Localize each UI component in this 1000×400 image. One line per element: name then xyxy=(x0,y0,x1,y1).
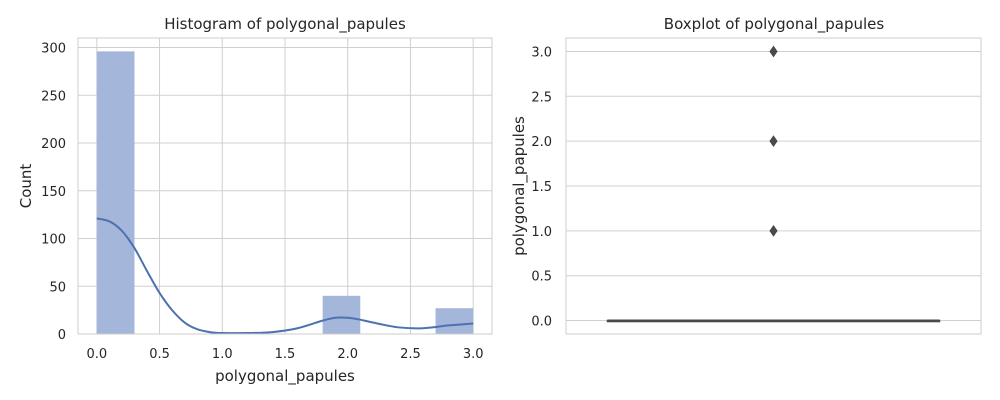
histogram-title: Histogram of polygonal_papules xyxy=(164,15,406,34)
histogram-x-tick-label: 0.5 xyxy=(149,347,170,362)
boxplot-y-tick-label: 3.0 xyxy=(531,45,552,60)
boxplot-box xyxy=(606,319,941,323)
histogram-x-tick-label: 2.5 xyxy=(400,347,421,362)
boxplot-panel: Boxplot of polygonal_papules 0.0 0.5 1.0 1.… xyxy=(510,15,982,335)
histogram-y-tick-label: 250 xyxy=(41,89,66,104)
histogram-frame xyxy=(77,37,493,335)
histogram-bar xyxy=(96,51,135,335)
histogram-x-tick-label: 1.0 xyxy=(212,347,233,362)
boxplot-y-tick-label: 1.0 xyxy=(531,225,552,240)
histogram-bars xyxy=(96,51,474,335)
boxplot-outlier-point xyxy=(769,224,778,237)
histogram-kde-line xyxy=(96,217,474,335)
histogram-y-tick-label: 50 xyxy=(49,280,66,295)
boxplot-y-tick-label: 2.0 xyxy=(531,135,552,150)
boxplot-frame xyxy=(565,37,982,335)
histogram-x-ticks: 0.0 0.5 1.0 1.5 2.0 2.5 3.0 xyxy=(86,347,483,362)
boxplot-title: Boxplot of polygonal_papules xyxy=(664,15,885,34)
histogram-x-tick-label: 0.0 xyxy=(86,347,107,362)
histogram-bar xyxy=(322,295,361,334)
histogram-x-tick-label: 3.0 xyxy=(463,347,484,362)
histogram-y-axis-label: Count xyxy=(17,164,35,209)
histogram-x-tick-label: 2.0 xyxy=(337,347,358,362)
boxplot-outlier-point xyxy=(769,45,778,58)
histogram-x-tick-label: 1.5 xyxy=(275,347,296,362)
boxplot-y-ticks: 0.0 0.5 1.0 1.5 2.0 2.5 3.0 xyxy=(531,45,552,329)
histogram-y-tick-label: 100 xyxy=(41,233,66,248)
boxplot-y-tick-label: 0.0 xyxy=(531,315,552,330)
boxplot-y-tick-label: 0.5 xyxy=(531,270,552,285)
histogram-x-axis-label: polygonal_papules xyxy=(215,367,355,386)
histogram-y-tick-label: 150 xyxy=(41,185,66,200)
histogram-y-tick-label: 300 xyxy=(41,42,66,57)
boxplot-outlier-point xyxy=(769,135,778,148)
boxplot-y-tick-label: 1.5 xyxy=(531,180,552,195)
histogram-panel: Histogram of polygonal_papules 0.0 0.5 1.0… xyxy=(17,15,493,386)
boxplot-y-tick-label: 2.5 xyxy=(531,90,552,105)
histogram-y-ticks: 0 50 100 150 200 250 300 xyxy=(41,42,66,343)
boxplot-outliers xyxy=(769,45,778,237)
histogram-y-tick-label: 0 xyxy=(58,328,66,343)
histogram-y-tick-label: 200 xyxy=(41,137,66,152)
boxplot-y-axis-label: polygonal_papules xyxy=(510,116,529,256)
histogram-bar xyxy=(435,308,474,334)
